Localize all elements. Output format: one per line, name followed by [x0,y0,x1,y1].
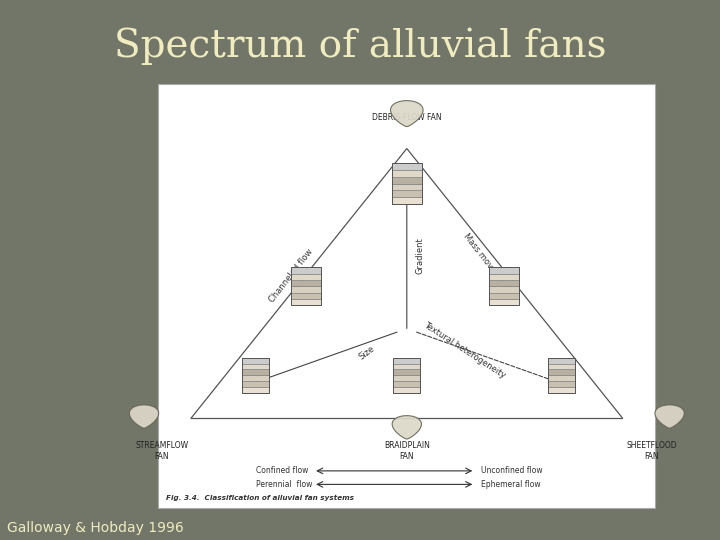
FancyBboxPatch shape [291,299,321,305]
Text: DEBRIS-FLOW FAN: DEBRIS-FLOW FAN [372,113,441,122]
Text: Unconfined flow: Unconfined flow [481,467,543,475]
Text: SHEETFLOOD
FAN: SHEETFLOOD FAN [626,441,677,461]
Text: BRAIDPLAIN
FAN: BRAIDPLAIN FAN [384,441,430,461]
FancyBboxPatch shape [242,381,269,387]
FancyBboxPatch shape [291,293,321,299]
Text: Fig. 3.4.  Classification of alluvial fan systems: Fig. 3.4. Classification of alluvial fan… [166,495,354,502]
Text: STREAMFLOW
FAN: STREAMFLOW FAN [135,441,189,461]
Text: Confined flow: Confined flow [256,467,308,475]
FancyBboxPatch shape [393,363,420,369]
Text: Ephemeral flow: Ephemeral flow [481,480,541,489]
FancyBboxPatch shape [392,170,422,177]
Text: Spectrum of alluvial fans: Spectrum of alluvial fans [114,27,606,65]
Polygon shape [392,416,421,439]
FancyBboxPatch shape [393,375,420,381]
FancyBboxPatch shape [489,274,519,280]
FancyBboxPatch shape [392,191,422,197]
FancyBboxPatch shape [291,267,321,274]
FancyBboxPatch shape [291,280,321,286]
Text: Galloway & Hobday 1996: Galloway & Hobday 1996 [7,521,184,535]
FancyBboxPatch shape [242,369,269,375]
Polygon shape [130,405,158,428]
FancyBboxPatch shape [158,84,655,508]
FancyBboxPatch shape [489,299,519,305]
FancyBboxPatch shape [393,357,420,363]
FancyBboxPatch shape [548,381,575,387]
FancyBboxPatch shape [392,177,422,184]
FancyBboxPatch shape [393,369,420,375]
FancyBboxPatch shape [392,197,422,204]
Text: Perennial  flow: Perennial flow [256,480,312,489]
FancyBboxPatch shape [489,280,519,286]
FancyBboxPatch shape [548,387,575,393]
FancyBboxPatch shape [393,381,420,387]
Polygon shape [655,405,684,428]
FancyBboxPatch shape [489,267,519,274]
FancyBboxPatch shape [392,184,422,191]
FancyBboxPatch shape [242,375,269,381]
FancyBboxPatch shape [242,363,269,369]
Text: Size: Size [358,344,377,362]
FancyBboxPatch shape [548,375,575,381]
FancyBboxPatch shape [242,387,269,393]
FancyBboxPatch shape [392,164,422,170]
FancyBboxPatch shape [548,369,575,375]
FancyBboxPatch shape [242,357,269,363]
FancyBboxPatch shape [393,387,420,393]
FancyBboxPatch shape [489,286,519,293]
FancyBboxPatch shape [548,357,575,363]
Text: Mass movement: Mass movement [461,232,511,292]
FancyBboxPatch shape [548,363,575,369]
Polygon shape [390,100,423,126]
FancyBboxPatch shape [489,293,519,299]
Text: Channeled flow: Channeled flow [268,247,315,304]
Text: Textural heterogeneity: Textural heterogeneity [422,320,507,380]
FancyBboxPatch shape [291,274,321,280]
Text: Gradient: Gradient [415,238,424,274]
FancyBboxPatch shape [291,286,321,293]
